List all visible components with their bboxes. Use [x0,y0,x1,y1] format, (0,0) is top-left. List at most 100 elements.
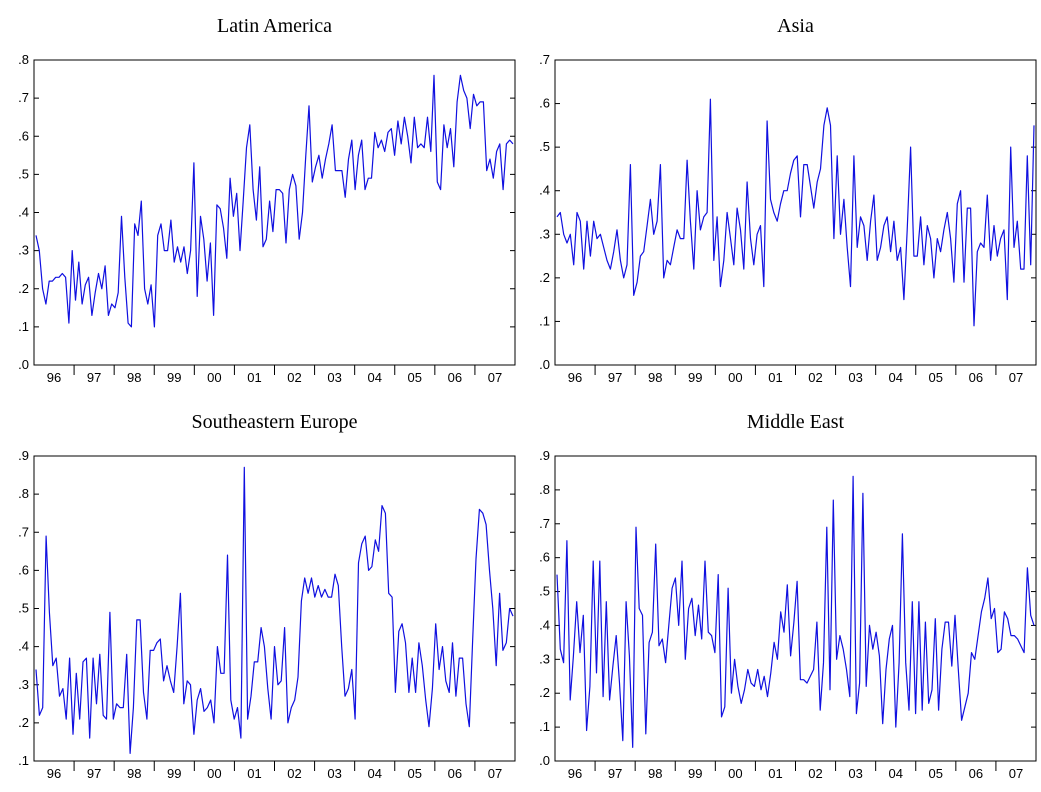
y-tick-label: .8 [539,482,550,497]
y-tick-label: .5 [539,139,550,154]
chart-title-southeastern-europe: Southeastern Europe [191,411,357,433]
x-tick-label: 98 [648,370,662,385]
chart-svg-middle-east: Middle East .0 .1 .2 .3 .4 .5 .6 .7 .8 .9 96 97 98 99 0… [539,411,1037,781]
series-line-latin-america [35,74,514,328]
chart-svg-asia: Asia .0 .1 .2 .3 .4 .5 .6 .7 96 97 98 99 00 01 02 03 04 05… [539,15,1037,385]
x-tick-label: 96 [47,370,61,385]
y-tick-label: .6 [18,128,29,143]
x-tick-label: 00 [728,370,742,385]
y-tick-label: .8 [18,486,29,501]
y-tick-label: .3 [18,243,29,258]
x-tick-label: 99 [167,766,181,781]
y-tick-label: .3 [539,226,550,241]
y-tick-label: .9 [539,448,550,463]
chart-title-latin-america: Latin America [217,15,332,37]
chart-svg-latin-america: Latin America .0 .1 .2 .3 .4 .5 .6 .7 .8 96 97 98 99 0… [18,15,516,385]
x-tick-label: 97 [87,766,101,781]
y-tick-label: .8 [18,52,29,67]
chart-panel-southeastern-europe: Southeastern Europe .1 .2 .3 .4 .5 .6 .7 .8 .9 96 9… [0,396,520,792]
y-tick-label: .4 [539,617,550,632]
series-line-middle-east [556,475,1035,748]
y-tick-label: .4 [18,205,29,220]
x-tick-label: 98 [127,766,141,781]
x-tick-label: 06 [969,370,983,385]
x-tick-label: 99 [688,370,702,385]
x-tick-label: 98 [648,766,662,781]
x-tick-label: 01 [247,766,261,781]
chart-title-asia: Asia [777,15,814,37]
chart-svg-southeastern-europe: Southeastern Europe .1 .2 .3 .4 .5 .6 .7 .8 .9 96 9… [18,411,516,781]
y-tick-label: .2 [539,270,550,285]
y-tick-label: .4 [539,183,550,198]
x-tick-label: 02 [808,766,822,781]
x-tick-label: 07 [488,766,502,781]
series-line-southeastern-europe [35,466,514,754]
x-tick-label: 04 [367,370,381,385]
y-tick-label: .6 [539,96,550,111]
x-tick-label: 05 [929,370,943,385]
x-tick-label: 03 [327,766,341,781]
y-tick-label: .3 [539,651,550,666]
x-tick-label: 97 [87,370,101,385]
x-tick-label: 05 [929,766,943,781]
x-tick-label: 05 [408,370,422,385]
x-tick-label: 00 [207,370,221,385]
y-tick-label: .9 [18,448,29,463]
x-tick-label: 04 [888,370,902,385]
x-tick-label: 07 [488,370,502,385]
y-tick-label: .5 [18,166,29,181]
x-tick-label: 07 [1009,370,1023,385]
y-tick-label: .7 [18,90,29,105]
y-tick-label: .5 [18,601,29,616]
x-tick-label: 00 [728,766,742,781]
x-tick-label: 04 [888,766,902,781]
x-tick-label: 07 [1009,766,1023,781]
y-tick-label: .1 [539,313,550,328]
y-tick-label: .4 [18,639,29,654]
chart-title-middle-east: Middle East [747,411,845,433]
y-tick-label: .2 [18,715,29,730]
y-tick-label: .7 [18,524,29,539]
x-tick-label: 96 [568,370,582,385]
y-tick-label: .7 [539,52,550,67]
y-tick-label: .0 [539,357,550,372]
y-tick-label: .6 [539,550,550,565]
x-tick-label: 02 [808,370,822,385]
x-tick-label: 96 [47,766,61,781]
y-tick-label: .0 [539,753,550,768]
y-tick-label: .3 [18,677,29,692]
y-tick-label: .1 [18,319,29,334]
y-tick-label: .2 [18,281,29,296]
y-tick-label: .2 [539,685,550,700]
x-tick-label: 06 [969,766,983,781]
x-tick-label: 98 [127,370,141,385]
y-tick-label: .1 [539,719,550,734]
x-tick-label: 01 [247,370,261,385]
x-tick-label: 97 [608,766,622,781]
y-tick-label: .5 [539,584,550,599]
x-tick-label: 96 [568,766,582,781]
x-tick-label: 00 [207,766,221,781]
chart-panel-latin-america: Latin America .0 .1 .2 .3 .4 .5 .6 .7 .8 96 97 98 99 0… [0,0,520,396]
y-tick-label: .7 [539,516,550,531]
chart-panel-asia: Asia .0 .1 .2 .3 .4 .5 .6 .7 96 97 98 99 00 01 02 03 04 05… [521,0,1041,396]
x-tick-label: 04 [367,766,381,781]
x-tick-label: 99 [167,370,181,385]
x-tick-label: 06 [448,370,462,385]
y-tick-label: .1 [18,753,29,768]
x-tick-label: 03 [848,370,862,385]
x-tick-label: 02 [287,766,301,781]
y-tick-label: .6 [18,562,29,577]
chart-panel-middle-east: Middle East .0 .1 .2 .3 .4 .5 .6 .7 .8 .9 96 97 98 99 0… [521,396,1041,792]
x-tick-label: 97 [608,370,622,385]
x-tick-label: 05 [408,766,422,781]
x-tick-label: 03 [848,766,862,781]
y-tick-label: .0 [18,357,29,372]
series-line-asia [556,98,1035,327]
x-tick-label: 01 [768,370,782,385]
x-tick-label: 06 [448,766,462,781]
plot-frame [554,59,1037,366]
x-tick-label: 03 [327,370,341,385]
x-tick-label: 99 [688,766,702,781]
x-tick-label: 02 [287,370,301,385]
